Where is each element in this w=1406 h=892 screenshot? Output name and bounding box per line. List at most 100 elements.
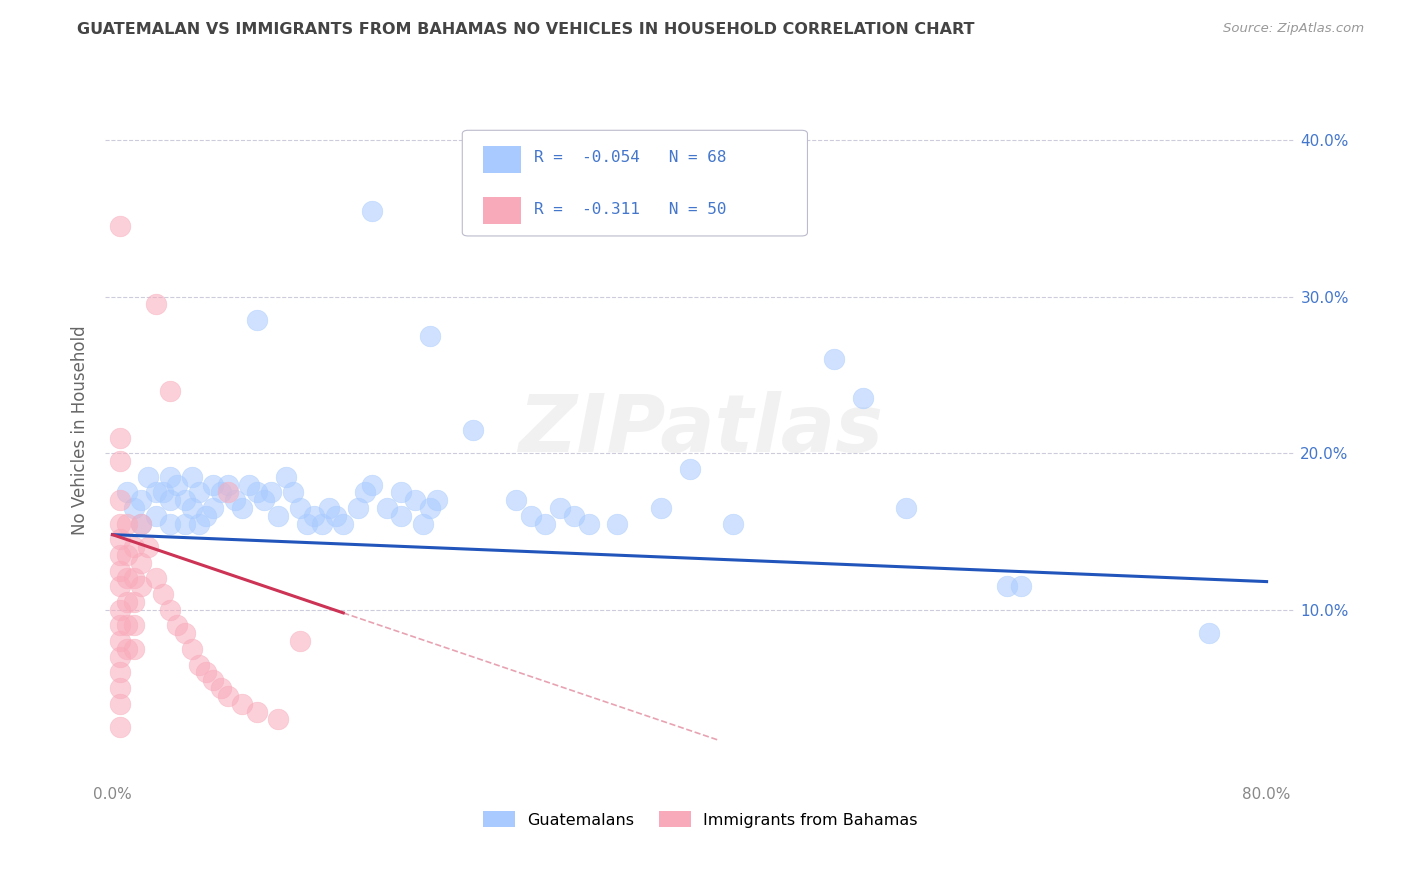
Point: [159, 384, 181, 398]
Point: [108, 665, 131, 680]
Point: [145, 297, 167, 311]
Point: [288, 501, 311, 516]
Point: [375, 501, 398, 516]
Point: [145, 508, 167, 523]
Point: [231, 501, 253, 516]
Point: [209, 485, 232, 500]
Point: [562, 508, 585, 523]
Point: [108, 493, 131, 508]
Point: [108, 649, 131, 664]
Point: [108, 634, 131, 648]
Point: [122, 641, 145, 656]
Point: [995, 579, 1018, 593]
Point: [108, 431, 131, 445]
Point: [231, 697, 253, 711]
Point: [108, 516, 131, 531]
Text: ZIPatlas: ZIPatlas: [517, 391, 883, 468]
Point: [311, 516, 333, 531]
Point: [894, 501, 917, 516]
Point: [195, 665, 218, 680]
Point: [361, 477, 384, 491]
Point: [108, 564, 131, 578]
Point: [606, 516, 628, 531]
Point: [180, 501, 202, 516]
Point: [180, 641, 202, 656]
Point: [852, 392, 875, 406]
Point: [578, 516, 600, 531]
Point: [202, 477, 225, 491]
Point: [173, 493, 195, 508]
Point: [115, 548, 138, 562]
Point: [419, 501, 441, 516]
FancyBboxPatch shape: [463, 130, 807, 236]
Point: [129, 556, 152, 570]
Point: [823, 352, 845, 367]
Text: R =  -0.054   N = 68: R = -0.054 N = 68: [534, 150, 727, 164]
Legend: Guatemalans, Immigrants from Bahamas: Guatemalans, Immigrants from Bahamas: [477, 805, 924, 834]
Point: [520, 508, 543, 523]
Point: [678, 462, 700, 476]
Point: [505, 493, 527, 508]
Point: [217, 485, 239, 500]
Point: [129, 493, 152, 508]
Point: [295, 516, 318, 531]
Point: [389, 485, 412, 500]
Point: [129, 516, 152, 531]
Point: [173, 626, 195, 640]
Point: [419, 328, 441, 343]
Point: [224, 493, 246, 508]
Point: [281, 485, 304, 500]
Bar: [482, 145, 520, 172]
Point: [122, 501, 145, 516]
Point: [122, 540, 145, 554]
Point: [188, 516, 211, 531]
Point: [115, 618, 138, 632]
Point: [650, 501, 672, 516]
Point: [115, 572, 138, 586]
Point: [108, 618, 131, 632]
Text: GUATEMALAN VS IMMIGRANTS FROM BAHAMAS NO VEHICLES IN HOUSEHOLD CORRELATION CHART: GUATEMALAN VS IMMIGRANTS FROM BAHAMAS NO…: [77, 22, 974, 37]
Point: [115, 516, 138, 531]
Point: [152, 587, 174, 601]
Text: Source: ZipAtlas.com: Source: ZipAtlas.com: [1223, 22, 1364, 36]
Point: [159, 493, 181, 508]
Point: [115, 595, 138, 609]
Bar: [482, 197, 520, 224]
Point: [108, 533, 131, 547]
Point: [145, 485, 167, 500]
Point: [426, 493, 449, 508]
Point: [267, 712, 290, 726]
Point: [246, 313, 269, 327]
Point: [115, 485, 138, 500]
Point: [721, 516, 744, 531]
Point: [1010, 579, 1032, 593]
Point: [166, 477, 188, 491]
Point: [325, 508, 347, 523]
Point: [180, 469, 202, 483]
Point: [159, 469, 181, 483]
Point: [108, 697, 131, 711]
Point: [346, 501, 368, 516]
Point: [217, 477, 239, 491]
Point: [108, 720, 131, 734]
Text: R =  -0.311   N = 50: R = -0.311 N = 50: [534, 202, 727, 218]
Point: [138, 540, 160, 554]
Point: [461, 423, 484, 437]
Point: [129, 579, 152, 593]
Point: [274, 469, 297, 483]
Point: [166, 618, 188, 632]
Point: [173, 516, 195, 531]
Point: [246, 705, 269, 719]
Point: [145, 572, 167, 586]
Point: [108, 219, 131, 234]
Point: [548, 501, 571, 516]
Point: [412, 516, 434, 531]
Point: [267, 508, 290, 523]
Point: [108, 681, 131, 695]
Point: [188, 657, 211, 672]
Point: [318, 501, 340, 516]
Point: [217, 689, 239, 703]
Point: [159, 603, 181, 617]
Point: [159, 516, 181, 531]
Point: [202, 673, 225, 688]
